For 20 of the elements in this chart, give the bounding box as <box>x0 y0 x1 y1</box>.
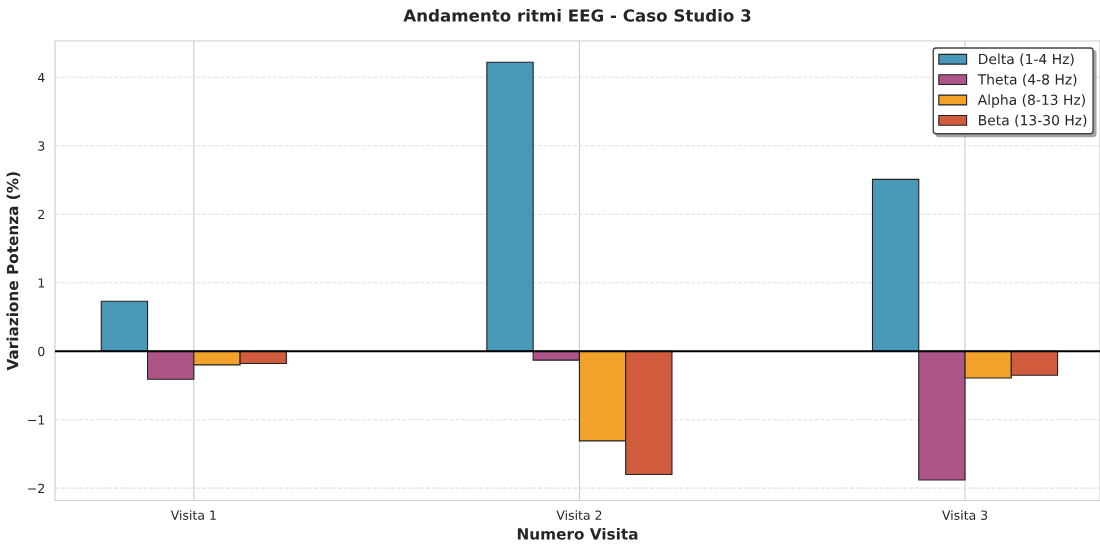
y-tick-label: −1 <box>28 415 45 425</box>
x-axis-title: Numero Visita <box>517 527 638 540</box>
chart-title: Andamento ritmi EEG - Caso Studio 3 <box>403 8 751 22</box>
legend-label: Alpha (8-13 Hz) <box>977 94 1085 108</box>
bar <box>486 61 534 352</box>
y-axis-title: Variazione Potenza (%) <box>6 172 21 371</box>
bar <box>100 300 149 352</box>
x-tick-label: Visita 1 <box>170 510 216 520</box>
y-tick-label: 2 <box>38 209 45 220</box>
bar <box>871 178 920 352</box>
x-tick-label: Visita 2 <box>556 510 602 520</box>
x-tick-label: Visita 3 <box>942 510 988 520</box>
legend-label: Delta (1-4 Hz) <box>979 53 1074 66</box>
legend-label: Beta (13-30 Hz) <box>979 114 1087 128</box>
y-tick-label: 1 <box>38 278 45 288</box>
legend-label: Theta (4-8 Hz) <box>977 73 1077 87</box>
y-tick-label: −2 <box>28 483 45 493</box>
y-tick-label: 3 <box>38 141 45 151</box>
y-tick-label: 4 <box>37 72 45 83</box>
y-tick-label: 0 <box>38 346 45 357</box>
